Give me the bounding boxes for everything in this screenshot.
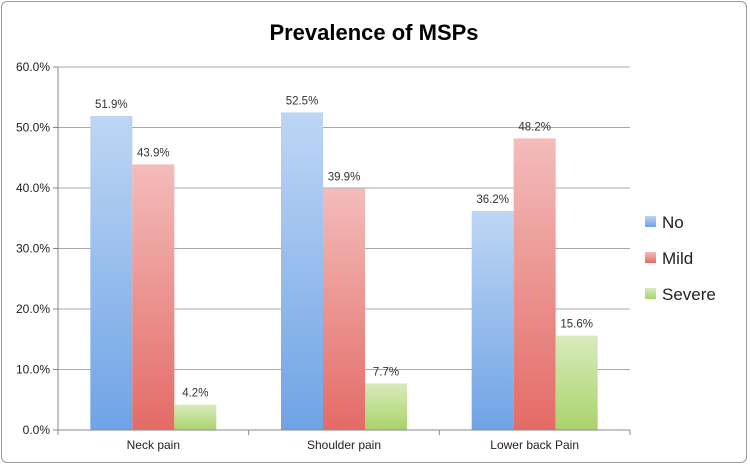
bar-mild-2 [513, 138, 556, 430]
bar-mild-0 [132, 164, 175, 430]
legend: No Mild Severe [645, 213, 716, 304]
data-label: 36.2% [476, 194, 509, 206]
data-label: 51.9% [95, 99, 128, 111]
bar-severe-2 [555, 335, 598, 430]
data-label: 7.7% [373, 366, 399, 378]
legend-label-severe: Severe [662, 285, 716, 304]
data-label: 15.6% [560, 319, 593, 331]
bar-mild-1 [323, 188, 365, 430]
x-category-label: Neck pain [127, 438, 180, 452]
data-labels: 51.9% 43.9% 4.2% 52.5% 39.9% 7.7% 36.2% 48.2% 15… [95, 95, 593, 399]
y-tick-label: 50.0% [16, 121, 50, 135]
data-label: 48.2% [518, 121, 551, 133]
legend-label-mild: Mild [662, 249, 693, 268]
y-tick-label: 40.0% [16, 181, 50, 195]
data-label: 52.5% [286, 95, 319, 107]
legend-swatch-severe [645, 288, 656, 299]
y-tick-label: 30.0% [16, 242, 50, 256]
x-category-label: Lower back Pain [490, 438, 579, 452]
bar-no-1 [281, 112, 323, 430]
y-axis-ticks: 0.0% 10.0% 20.0% 30.0% 40.0% 50.0% 60.0% [16, 60, 59, 437]
bar-severe-1 [365, 383, 407, 430]
legend-swatch-no [645, 216, 656, 227]
data-label: 43.9% [137, 147, 170, 159]
bar-no-0 [90, 116, 133, 430]
legend-swatch-mild [645, 252, 656, 263]
bars [90, 112, 598, 430]
x-category-label: Shoulder pain [307, 438, 381, 452]
y-tick-label: 60.0% [16, 60, 50, 74]
legend-label-no: No [662, 213, 684, 232]
y-tick-label: 20.0% [16, 302, 50, 316]
chart-title: Prevalence of MSPs [269, 20, 478, 45]
x-axis-categories: Neck pain Shoulder pain Lower back Pain [57, 429, 631, 452]
bar-severe-0 [174, 404, 217, 430]
y-tick-label: 10.0% [16, 363, 50, 377]
bar-no-2 [471, 210, 514, 430]
y-tick-label: 0.0% [23, 423, 51, 437]
data-label: 4.2% [182, 388, 208, 400]
data-label: 39.9% [328, 172, 361, 184]
